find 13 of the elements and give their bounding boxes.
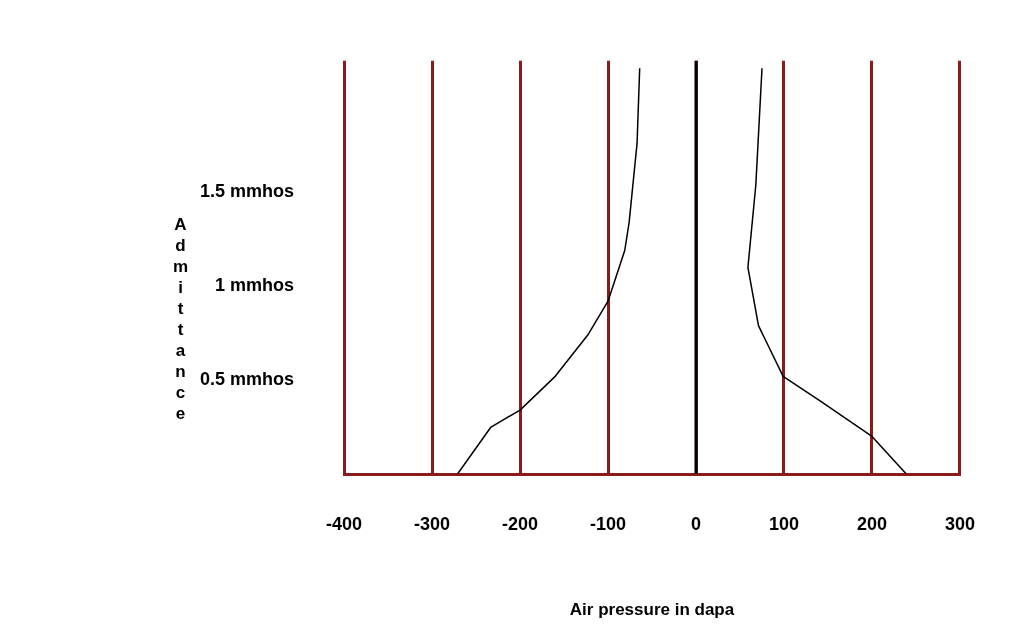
- x-axis-title: Air pressure in dapa: [569, 600, 735, 620]
- y-tick-label: 1 mmhos: [215, 275, 295, 296]
- y-tick-label: 1.5 mmhos: [199, 181, 295, 202]
- x-tick-label: 0: [691, 513, 702, 534]
- y-axis-title: Admittance: [170, 215, 190, 425]
- x-tick-label: -400: [326, 513, 363, 534]
- x-tick-label: 200: [856, 513, 888, 534]
- x-tick-label: 100: [768, 513, 800, 534]
- x-tick-label: 300: [944, 513, 976, 534]
- y-tick-label: 0.5 mmhos: [199, 369, 295, 390]
- x-tick-label: -200: [502, 513, 539, 534]
- x-tick-label: -300: [414, 513, 451, 534]
- x-tick-label: -100: [590, 513, 627, 534]
